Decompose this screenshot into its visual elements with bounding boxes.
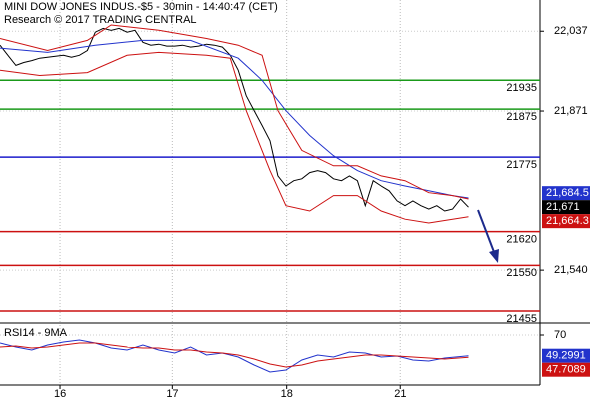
level-label: 21550 <box>506 267 537 279</box>
price-tag-label: 47.7089 <box>546 364 586 376</box>
price-tag-label: 21,664.3 <box>546 215 589 227</box>
price-tag-label: 21,684.5 <box>546 187 589 199</box>
price-tag: 21,671 <box>542 200 590 215</box>
series-line <box>0 51 469 224</box>
series-line <box>0 39 469 199</box>
y-tick-label: 22,037 <box>554 25 588 37</box>
rsi-title: RSI14 - 9MA <box>4 327 68 339</box>
price-tag: 49.2991 <box>542 348 590 363</box>
y-tick-label: 21,540 <box>554 264 588 276</box>
series-line <box>0 339 469 373</box>
level-label: 21775 <box>506 159 537 171</box>
x-tick-label: 18 <box>281 388 293 400</box>
level-label: 21935 <box>506 82 537 94</box>
x-tick-label: 17 <box>166 388 178 400</box>
y-tick-label: 70 <box>554 329 566 341</box>
forecast-arrowhead <box>489 249 499 263</box>
price-tag-box <box>542 186 590 201</box>
level-label: 21455 <box>506 313 537 325</box>
price-tag: 21,664.3 <box>542 214 590 229</box>
y-tick-label: 21,871 <box>554 105 588 117</box>
price-tag-box <box>542 348 590 363</box>
forecast-arrow <box>477 209 495 253</box>
price-tag-box <box>542 200 590 215</box>
x-tick-label: 16 <box>54 388 66 400</box>
series-line <box>0 342 469 368</box>
price-tag-label: 49.2991 <box>546 350 586 362</box>
price-tag: 21,684.5 <box>542 186 590 201</box>
series-line <box>0 24 469 200</box>
price-tag-box <box>542 214 590 229</box>
price-tag: 47.7089 <box>542 362 590 377</box>
level-label: 21620 <box>506 234 537 246</box>
chart-title: MINI DOW JONES INDUS.-$5 - 30min - 14:40… <box>4 1 278 13</box>
chart-subtitle: Research © 2017 TRADING CENTRAL <box>4 14 197 26</box>
x-tick-label: 21 <box>394 388 406 400</box>
level-label: 21875 <box>506 111 537 123</box>
price-tag-box <box>542 362 590 377</box>
price-tag-label: 21,671 <box>546 201 580 213</box>
series-line <box>0 27 469 212</box>
